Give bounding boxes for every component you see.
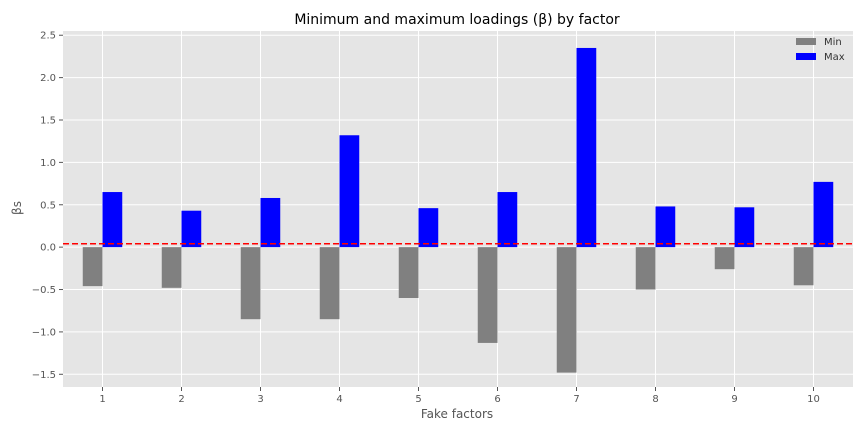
bar-min-10 — [793, 247, 814, 286]
y-tick-label: 1.0 — [40, 158, 56, 169]
x-axis-label: Fake factors — [421, 407, 493, 421]
bar-max-9 — [734, 207, 755, 248]
y-tick-label: 1.5 — [40, 116, 56, 127]
bar-max-1 — [102, 192, 123, 248]
x-tick-label: 4 — [336, 394, 342, 405]
bar-min-5 — [398, 247, 419, 298]
bar-min-8 — [635, 247, 656, 290]
y-axis-label: βs — [10, 201, 24, 215]
x-tick-label: 6 — [494, 394, 500, 405]
bar-min-3 — [240, 247, 261, 320]
x-tick-label: 2 — [178, 394, 184, 405]
y-tick-label: 0.5 — [40, 200, 56, 211]
x-tick-label: 1 — [99, 394, 105, 405]
bar-min-9 — [714, 247, 735, 270]
bar-max-10 — [813, 181, 834, 248]
x-tick-label: 8 — [652, 394, 658, 405]
legend-label-max: Max — [824, 52, 845, 63]
bar-max-6 — [497, 192, 518, 248]
bar-min-7 — [556, 247, 577, 373]
bar-min-2 — [161, 247, 182, 288]
bars-group — [82, 47, 834, 373]
x-tick-label: 10 — [807, 394, 820, 405]
bar-max-2 — [181, 210, 202, 248]
x-tick-label: 9 — [731, 394, 737, 405]
legend-swatch-max — [796, 53, 816, 60]
bar-max-7 — [576, 47, 597, 248]
legend-label-min: Min — [824, 37, 842, 48]
bar-max-4 — [339, 135, 360, 248]
bar-max-3 — [260, 197, 281, 248]
legend-swatch-min — [796, 38, 816, 45]
y-tick-label: 0.0 — [40, 243, 56, 254]
bar-max-8 — [655, 206, 676, 248]
bar-max-5 — [418, 208, 439, 248]
y-tick-label: −1.5 — [32, 370, 56, 381]
y-tick-label: 2.0 — [40, 73, 56, 84]
x-tick-label: 5 — [415, 394, 421, 405]
y-tick-label: −1.0 — [32, 327, 56, 338]
y-tick-label: −0.5 — [32, 285, 56, 296]
bar-min-4 — [319, 247, 340, 320]
bar-min-6 — [477, 247, 498, 343]
y-axis-ticks: −1.5 −1.0 −0.5 0.0 0.5 1.0 1.5 2.0 2.5 — [32, 31, 63, 381]
y-tick-label: 2.5 — [40, 31, 56, 42]
legend: Min Max — [796, 37, 845, 63]
chart-title: Minimum and maximum loadings (β) by fact… — [294, 12, 620, 28]
plot-area — [63, 31, 853, 387]
x-tick-label: 3 — [257, 394, 263, 405]
x-tick-label: 7 — [573, 394, 579, 405]
bar-min-1 — [82, 247, 103, 287]
x-axis-ticks: 1 2 3 4 5 6 7 8 9 10 — [99, 387, 820, 405]
